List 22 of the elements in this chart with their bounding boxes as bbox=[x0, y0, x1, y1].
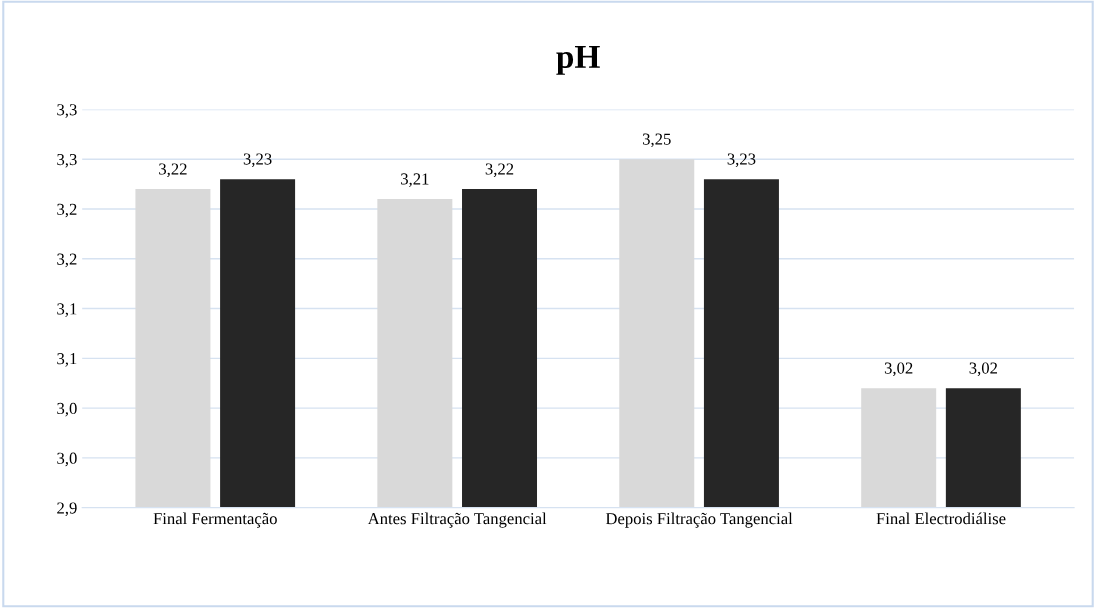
y-tick-label: 2,9 bbox=[57, 502, 77, 517]
text: 3,22 bbox=[159, 163, 187, 177]
x-tick-label: Final Fermentação bbox=[153, 512, 277, 528]
chart-title: pH bbox=[556, 45, 600, 75]
text: 3,02 bbox=[884, 362, 913, 377]
y-tick-label: 3,1 bbox=[57, 303, 77, 317]
y-tick-label: 3,3 bbox=[57, 104, 77, 118]
text: 3,22 bbox=[485, 163, 514, 177]
text: 3,23 bbox=[243, 153, 272, 168]
x-tick-label: Final Electrodiálise bbox=[876, 512, 1006, 525]
text: 3,23 bbox=[727, 153, 756, 168]
text: 3,25 bbox=[642, 133, 671, 148]
y-tick-label: 3,2 bbox=[57, 253, 77, 268]
y-tick-label: 3,0 bbox=[57, 402, 77, 417]
text: 3,02 bbox=[969, 362, 998, 377]
y-tick-label: 3,1 bbox=[57, 353, 77, 367]
y-tick-label: 3,3 bbox=[57, 153, 77, 168]
text: 3,21 bbox=[401, 173, 429, 187]
x-tick-label: Antes Filtração Tangencial bbox=[367, 512, 547, 528]
y-tick-label: 3,0 bbox=[57, 452, 77, 467]
x-tick-label: Depois Filtração Tangencial bbox=[605, 512, 793, 528]
y-tick-label: 3,2 bbox=[57, 203, 77, 218]
